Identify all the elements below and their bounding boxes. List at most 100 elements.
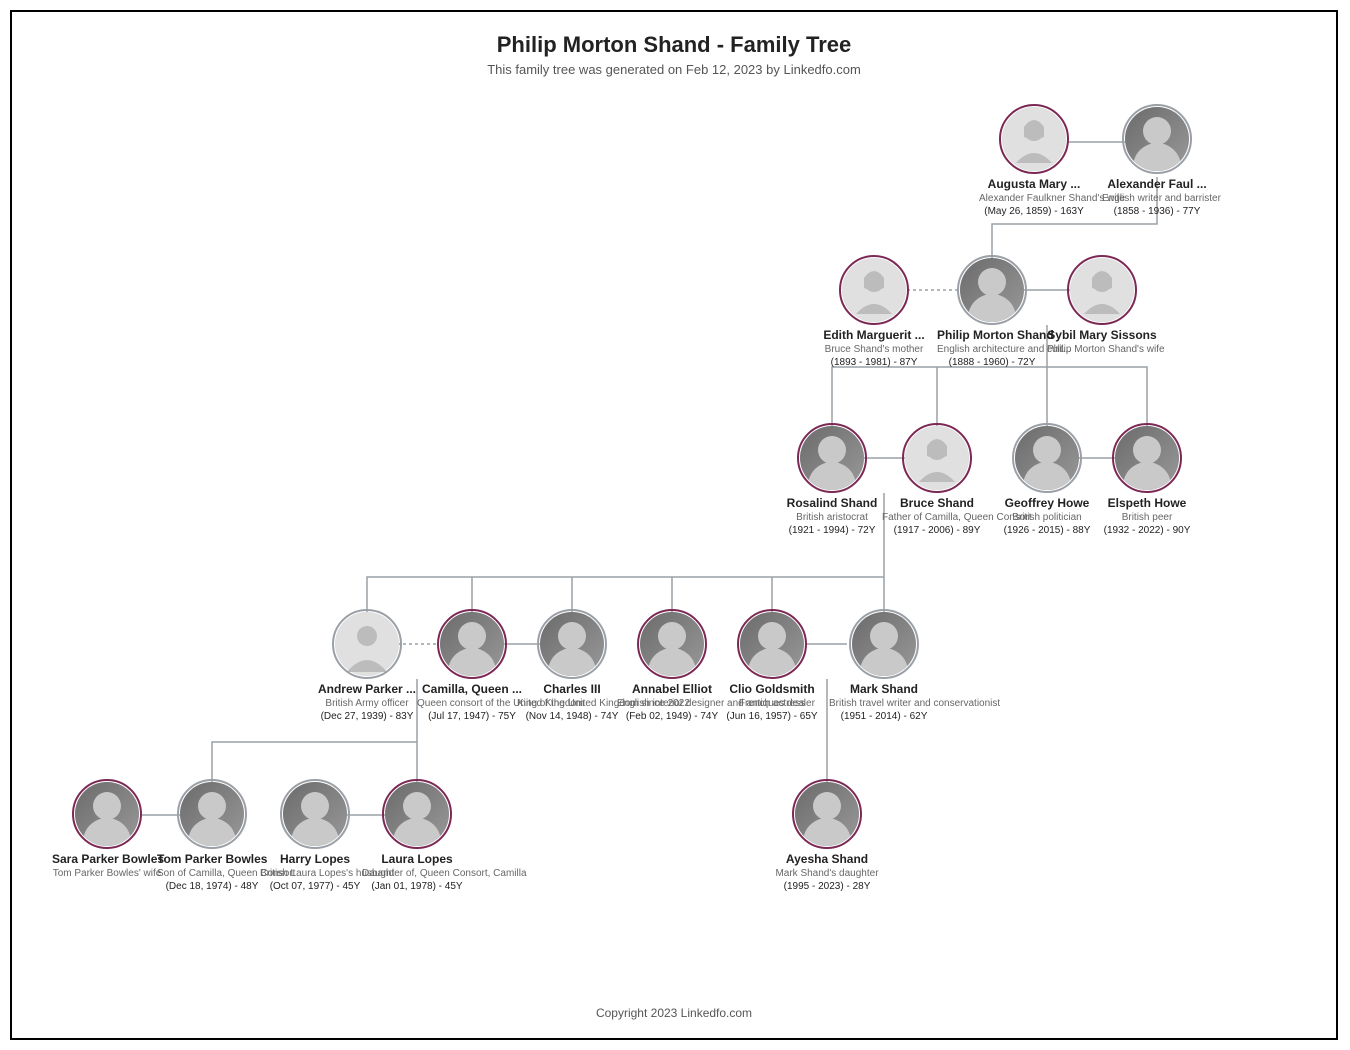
- avatar: [795, 782, 859, 846]
- person-dates: (Dec 18, 1974) - 48Y: [157, 881, 267, 892]
- person-name: Alexander Faul ...: [1102, 177, 1212, 191]
- avatar: [180, 782, 244, 846]
- person-desc: Daughter of, Queen Consort, Camilla: [362, 868, 472, 879]
- person-dates: (1893 - 1981) - 87Y: [819, 357, 929, 368]
- avatar: [75, 782, 139, 846]
- person-name: Ayesha Shand: [772, 852, 882, 866]
- person-desc: British travel writer and conservationis…: [829, 698, 939, 709]
- person-dates: (1951 - 2014) - 62Y: [829, 711, 939, 722]
- person-node-sybil[interactable]: Sybil Mary Sissons Philip Morton Shand's …: [1047, 258, 1157, 355]
- person-dates: (Oct 07, 1977) - 45Y: [260, 881, 370, 892]
- avatar: [905, 426, 969, 490]
- avatar: [283, 782, 347, 846]
- person-dates: (1858 - 1936) - 77Y: [1102, 206, 1212, 217]
- footer-text: Copyright 2023 Linkedfo.com: [12, 1006, 1336, 1020]
- person-name: Sybil Mary Sissons: [1047, 328, 1157, 342]
- avatar: [852, 612, 916, 676]
- person-name: Annabel Elliot: [617, 682, 727, 696]
- person-dates: (May 26, 1859) - 163Y: [979, 206, 1089, 217]
- person-node-rosalind[interactable]: Rosalind Shand British aristocrat (1921 - …: [777, 426, 887, 536]
- person-desc: British Laura Lopes's husband: [260, 868, 370, 879]
- person-name: Bruce Shand: [882, 496, 992, 510]
- avatar: [385, 782, 449, 846]
- person-name: Elspeth Howe: [1092, 496, 1202, 510]
- person-node-sara[interactable]: Sara Parker Bowles Tom Parker Bowles' wif…: [52, 782, 162, 879]
- person-node-alexander[interactable]: Alexander Faul ... English writer and bar…: [1102, 107, 1212, 217]
- person-desc: Bruce Shand's mother: [819, 344, 929, 355]
- person-name: Mark Shand: [829, 682, 939, 696]
- avatar: [440, 612, 504, 676]
- person-node-augusta[interactable]: Augusta Mary ... Alexander Faulkner Shand…: [979, 107, 1089, 217]
- person-node-harry[interactable]: Harry Lopes British Laura Lopes's husband…: [260, 782, 370, 892]
- person-name: Andrew Parker ...: [312, 682, 422, 696]
- person-dates: (Feb 02, 1949) - 74Y: [617, 711, 727, 722]
- person-desc: British aristocrat: [777, 512, 887, 523]
- avatar: [740, 612, 804, 676]
- person-name: Augusta Mary ...: [979, 177, 1089, 191]
- person-dates: (Jun 16, 1957) - 65Y: [717, 711, 827, 722]
- avatar: [1015, 426, 1079, 490]
- person-desc: Philip Morton Shand's wife: [1047, 344, 1157, 355]
- person-dates: (1932 - 2022) - 90Y: [1092, 525, 1202, 536]
- person-dates: (1917 - 2006) - 89Y: [882, 525, 992, 536]
- person-name: Sara Parker Bowles: [52, 852, 162, 866]
- avatar: [335, 612, 399, 676]
- avatar: [540, 612, 604, 676]
- avatar: [1115, 426, 1179, 490]
- person-desc: Son of Camilla, Queen Consort: [157, 868, 267, 879]
- person-dates: (1995 - 2023) - 28Y: [772, 881, 882, 892]
- person-name: Rosalind Shand: [777, 496, 887, 510]
- diagram-frame: Philip Morton Shand - Family Tree This f…: [10, 10, 1338, 1040]
- person-desc: British Army officer: [312, 698, 422, 709]
- person-name: Edith Marguerit ...: [819, 328, 929, 342]
- person-desc: King of the United Kingdom since 2022: [517, 698, 627, 709]
- person-node-tom[interactable]: Tom Parker Bowles Son of Camilla, Queen C…: [157, 782, 267, 892]
- person-dates: (Jan 01, 1978) - 45Y: [362, 881, 472, 892]
- person-dates: (Nov 14, 1948) - 74Y: [517, 711, 627, 722]
- person-dates: (Jul 17, 1947) - 75Y: [417, 711, 527, 722]
- person-node-andrew[interactable]: Andrew Parker ... British Army officer (De…: [312, 612, 422, 722]
- person-node-camilla[interactable]: Camilla, Queen ... Queen consort of the U…: [417, 612, 527, 722]
- person-node-annabel[interactable]: Annabel Elliot English interior designer …: [617, 612, 727, 722]
- person-desc: British peer: [1092, 512, 1202, 523]
- avatar: [640, 612, 704, 676]
- person-desc: Tom Parker Bowles' wife: [52, 868, 162, 879]
- person-node-bruce[interactable]: Bruce Shand Father of Camilla, Queen Cons…: [882, 426, 992, 536]
- avatar: [1002, 107, 1066, 171]
- person-node-clio[interactable]: Clio Goldsmith French actress (Jun 16, 195…: [717, 612, 827, 722]
- person-name: Geoffrey Howe: [992, 496, 1102, 510]
- person-name: Camilla, Queen ...: [417, 682, 527, 696]
- avatar: [1070, 258, 1134, 322]
- avatar: [842, 258, 906, 322]
- person-name: Clio Goldsmith: [717, 682, 827, 696]
- avatar: [800, 426, 864, 490]
- person-name: Laura Lopes: [362, 852, 472, 866]
- avatar: [960, 258, 1024, 322]
- person-desc: Alexander Faulkner Shand's wife: [979, 193, 1089, 204]
- person-dates: (Dec 27, 1939) - 83Y: [312, 711, 422, 722]
- person-desc: English writer and barrister: [1102, 193, 1212, 204]
- person-desc: Queen consort of the United Kingdom: [417, 698, 527, 709]
- avatar: [1125, 107, 1189, 171]
- person-node-geoffrey[interactable]: Geoffrey Howe British politician (1926 - 2…: [992, 426, 1102, 536]
- person-name: Charles III: [517, 682, 627, 696]
- person-node-charles[interactable]: Charles III King of the United Kingdom si…: [517, 612, 627, 722]
- person-desc: Father of Camilla, Queen Consort: [882, 512, 992, 523]
- person-node-edith[interactable]: Edith Marguerit ... Bruce Shand's mother (…: [819, 258, 929, 368]
- person-node-laura[interactable]: Laura Lopes Daughter of, Queen Consort, C…: [362, 782, 472, 892]
- person-desc: Mark Shand's daughter: [772, 868, 882, 879]
- person-node-philip[interactable]: Philip Morton Shand English architecture …: [937, 258, 1047, 368]
- person-desc: French actress: [717, 698, 827, 709]
- person-name: Tom Parker Bowles: [157, 852, 267, 866]
- person-node-mark[interactable]: Mark Shand British travel writer and cons…: [829, 612, 939, 722]
- person-name: Harry Lopes: [260, 852, 370, 866]
- person-dates: (1921 - 1994) - 72Y: [777, 525, 887, 536]
- person-node-ayesha[interactable]: Ayesha Shand Mark Shand's daughter (1995 -…: [772, 782, 882, 892]
- person-name: Philip Morton Shand: [937, 328, 1047, 342]
- person-node-elspeth[interactable]: Elspeth Howe British peer (1932 - 2022) - …: [1092, 426, 1202, 536]
- person-dates: (1888 - 1960) - 72Y: [937, 357, 1047, 368]
- person-dates: (1926 - 2015) - 88Y: [992, 525, 1102, 536]
- person-desc: English interior designer and antiques d…: [617, 698, 727, 709]
- person-desc: English architecture and cult...: [937, 344, 1047, 355]
- person-desc: British politician: [992, 512, 1102, 523]
